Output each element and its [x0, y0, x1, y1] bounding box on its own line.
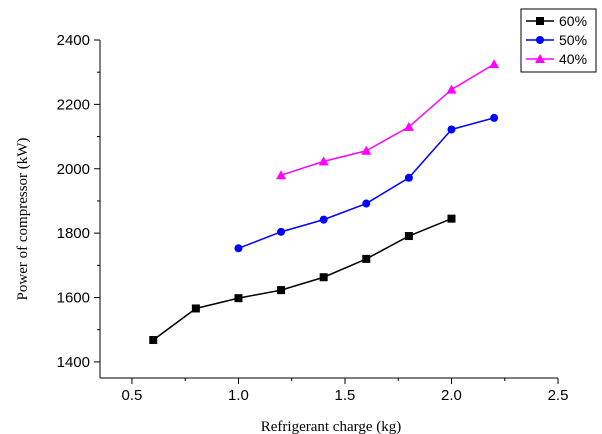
x-tick-label: 1.0 — [228, 387, 249, 404]
series-line — [152, 217, 452, 341]
series-line — [280, 63, 495, 176]
series-1 — [149, 214, 456, 345]
data-point — [149, 336, 158, 345]
data-point — [362, 254, 371, 263]
data-point — [447, 125, 456, 134]
data-point — [277, 286, 286, 295]
x-tick-label: 2.5 — [548, 387, 569, 404]
x-tick-label: 1.5 — [335, 387, 356, 404]
series-line — [238, 117, 495, 249]
y-tick-label: 1600 — [57, 290, 90, 307]
data-point — [361, 145, 372, 155]
legend-marker — [536, 36, 544, 44]
data-point — [489, 59, 500, 69]
legend-marker — [535, 54, 545, 63]
y-tick-label: 2200 — [57, 96, 90, 113]
data-point — [276, 170, 287, 180]
data-point — [319, 273, 328, 282]
axes: 1400 1600 1800 2000 2200 2400 0.5 1.0 1.5 2.0 2.5 — [57, 32, 569, 404]
x-tick-label: 0.5 — [122, 387, 143, 404]
data-point — [319, 215, 328, 224]
data-point — [318, 156, 329, 166]
data-point — [362, 199, 371, 208]
data-point — [403, 121, 414, 131]
data-point — [404, 232, 413, 241]
legend-label: 40% — [559, 51, 587, 67]
series-layer — [149, 59, 500, 345]
legend-label: 60% — [559, 13, 587, 29]
legend: 60% 50% 40% — [520, 8, 597, 73]
y-axis-title: Power of compressor (kW) — [15, 138, 31, 301]
legend-label: 50% — [559, 32, 587, 48]
y-tick-label: 1800 — [57, 225, 90, 242]
series-3 — [276, 59, 500, 180]
data-point — [234, 244, 243, 253]
y-tick-label: 1400 — [57, 354, 90, 371]
y-tick-label: 2400 — [57, 32, 90, 49]
x-axis-title: Refrigerant charge (kg) — [261, 419, 402, 434]
data-point — [446, 84, 457, 94]
legend-item: 50% — [526, 32, 587, 48]
data-point — [447, 214, 456, 223]
data-point — [191, 304, 200, 313]
data-point — [404, 173, 413, 182]
y-tick-label: 2000 — [57, 161, 90, 178]
series-2 — [234, 113, 499, 253]
legend-item: 60% — [526, 13, 587, 29]
data-point — [490, 113, 499, 122]
legend-item: 40% — [526, 51, 587, 67]
x-tick-label: 2.0 — [441, 387, 462, 404]
legend-marker — [536, 17, 544, 25]
data-point — [277, 227, 286, 236]
data-point — [234, 294, 243, 303]
